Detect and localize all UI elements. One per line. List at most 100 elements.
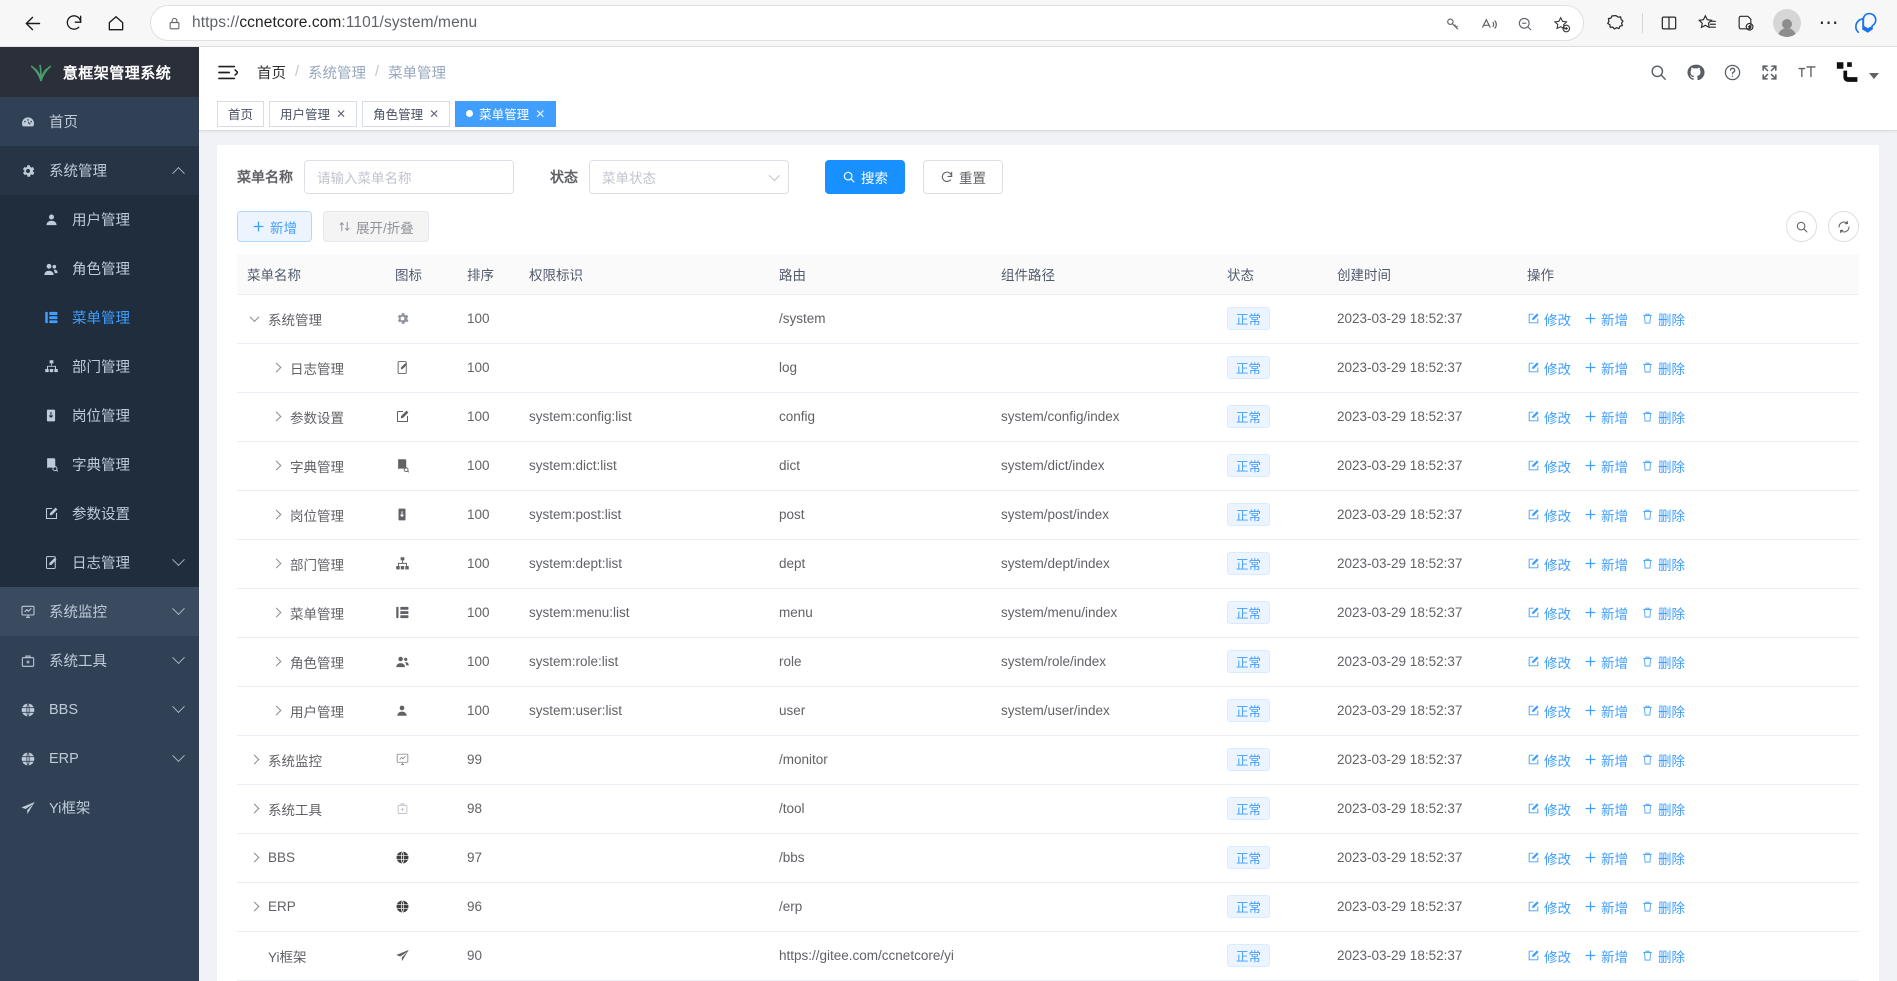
delete-row-button[interactable]: 删除 [1641, 358, 1685, 378]
expand-toggle-icon[interactable] [247, 803, 261, 814]
add-row-button[interactable]: 新增 [1584, 897, 1628, 917]
close-icon[interactable]: ✕ [429, 106, 440, 121]
sidebar-item-tool[interactable]: 系统工具 [0, 636, 199, 685]
tab-role-mgmt[interactable]: 角色管理 ✕ [362, 100, 451, 127]
add-row-button[interactable]: 新增 [1584, 652, 1628, 672]
collections-icon[interactable] [1729, 7, 1761, 39]
status-select[interactable]: 菜单状态 [589, 160, 789, 194]
table-row[interactable]: 日志管理 100 log 正常 2023-03-29 18:52:37 修改 新增 删除 [237, 343, 1859, 393]
table-row[interactable]: 岗位管理 100 system:post:list post system/post/i… [237, 490, 1859, 540]
table-row[interactable]: 系统监控 99/monitor 正常 2023-03-29 18:52:37 修改 新增 删… [237, 735, 1859, 785]
add-row-button[interactable]: 新增 [1584, 701, 1628, 721]
reset-button[interactable]: 重置 [923, 160, 1003, 194]
github-icon[interactable] [1686, 63, 1705, 82]
bing-copilot-icon[interactable] [1851, 7, 1883, 39]
add-row-button[interactable]: 新增 [1584, 799, 1628, 819]
split-screen-icon[interactable] [1653, 7, 1685, 39]
add-row-button[interactable]: 新增 [1584, 848, 1628, 868]
add-row-button[interactable]: 新增 [1584, 554, 1628, 574]
close-icon[interactable]: ✕ [535, 106, 546, 121]
edit-row-button[interactable]: 修改 [1527, 554, 1571, 574]
sidebar-item-user-mgmt[interactable]: 用户管理 [0, 195, 199, 244]
delete-row-button[interactable]: 删除 [1641, 456, 1685, 476]
edit-row-button[interactable]: 修改 [1527, 701, 1571, 721]
edit-row-button[interactable]: 修改 [1527, 456, 1571, 476]
add-row-button[interactable]: 新增 [1584, 309, 1628, 329]
home-icon[interactable] [98, 5, 134, 41]
close-icon[interactable]: ✕ [336, 106, 347, 121]
delete-row-button[interactable]: 删除 [1641, 407, 1685, 427]
delete-row-button[interactable]: 删除 [1641, 750, 1685, 770]
sidebar-item-home[interactable]: 首页 [0, 97, 199, 146]
edit-row-button[interactable]: 修改 [1527, 505, 1571, 525]
sidebar-item-log-mgmt[interactable]: 日志管理 [0, 538, 199, 587]
edit-row-button[interactable]: 修改 [1527, 848, 1571, 868]
table-row[interactable]: 系统工具 98/tool 正常 2023-03-29 18:52:37 修改 新增 删除 [237, 784, 1859, 834]
add-row-button[interactable]: 新增 [1584, 603, 1628, 623]
table-row[interactable]: 系统管理 100/system 正常 2023-03-29 18:52:37 修改 新增 删… [237, 294, 1859, 344]
tab-menu-mgmt[interactable]: 菜单管理 ✕ [455, 100, 557, 127]
font-size-icon[interactable] [1797, 63, 1817, 82]
table-row[interactable]: 菜单管理 100 system:menu:list menu system/menu/i… [237, 588, 1859, 638]
key-icon[interactable] [1437, 8, 1469, 40]
sidebar-item-monitor[interactable]: 系统监控 [0, 587, 199, 636]
table-row[interactable]: ERP 96/erp 正常 2023-03-29 18:52:37 修改 新增 删除 [237, 882, 1859, 932]
sidebar-item-role-mgmt[interactable]: 角色管理 [0, 244, 199, 293]
edit-row-button[interactable]: 修改 [1527, 652, 1571, 672]
zoom-out-icon[interactable] [1509, 8, 1541, 40]
delete-row-button[interactable]: 删除 [1641, 309, 1685, 329]
favorites-icon[interactable] [1691, 7, 1723, 39]
profile-avatar[interactable] [1773, 9, 1801, 37]
sidebar-item-dept-mgmt[interactable]: 部门管理 [0, 342, 199, 391]
sidebar-item-erp[interactable]: ERP [0, 734, 199, 783]
hamburger-icon[interactable] [217, 64, 239, 81]
add-button[interactable]: 新增 [237, 211, 312, 242]
sidebar-item-post-mgmt[interactable]: 岗位管理 [0, 391, 199, 440]
sidebar-logo[interactable]: 意框架管理系统 [0, 47, 199, 97]
sidebar-item-dict-mgmt[interactable]: 字典管理 [0, 440, 199, 489]
expand-toggle-icon[interactable] [269, 411, 283, 422]
chevron-down-icon[interactable] [1869, 73, 1879, 79]
back-arrow-icon[interactable] [14, 5, 50, 41]
search-button[interactable]: 搜索 [825, 160, 905, 194]
table-row[interactable]: 参数设置 100 system:config:list config system/co… [237, 392, 1859, 442]
delete-row-button[interactable]: 删除 [1641, 897, 1685, 917]
table-row[interactable]: BBS 97/bbs 正常 2023-03-29 18:52:37 修改 新增 删除 [237, 833, 1859, 883]
expand-toggle-icon[interactable] [247, 754, 261, 765]
edit-row-button[interactable]: 修改 [1527, 799, 1571, 819]
help-icon[interactable] [1723, 63, 1742, 82]
delete-row-button[interactable]: 删除 [1641, 848, 1685, 868]
edit-row-button[interactable]: 修改 [1527, 358, 1571, 378]
edit-row-button[interactable]: 修改 [1527, 946, 1571, 966]
edit-row-button[interactable]: 修改 [1527, 897, 1571, 917]
search-icon[interactable] [1649, 63, 1668, 82]
read-aloud-icon[interactable] [1473, 8, 1505, 40]
extensions-icon[interactable] [1600, 7, 1632, 39]
address-bar[interactable]: https://ccnetcore.com:1101/system/menu [150, 5, 1584, 41]
table-row[interactable]: 用户管理 100 system:user:list user system/user/i… [237, 686, 1859, 736]
add-row-button[interactable]: 新增 [1584, 750, 1628, 770]
edit-row-button[interactable]: 修改 [1527, 750, 1571, 770]
delete-row-button[interactable]: 删除 [1641, 946, 1685, 966]
edit-row-button[interactable]: 修改 [1527, 407, 1571, 427]
delete-row-button[interactable]: 删除 [1641, 603, 1685, 623]
yi-brand-logo[interactable] [1835, 60, 1879, 85]
breadcrumb-item-home[interactable]: 首页 [257, 65, 286, 82]
toggle-search-icon[interactable] [1786, 211, 1817, 242]
delete-row-button[interactable]: 删除 [1641, 701, 1685, 721]
sidebar-item-bbs[interactable]: BBS [0, 685, 199, 734]
expand-toggle-icon[interactable] [247, 852, 261, 863]
sidebar-item-menu-mgmt[interactable]: 菜单管理 [0, 293, 199, 342]
tab-home[interactable]: 首页 [217, 100, 265, 127]
expand-toggle-icon[interactable] [247, 312, 261, 323]
add-row-button[interactable]: 新增 [1584, 946, 1628, 966]
sidebar-item-yi-framework[interactable]: Yi框架 [0, 783, 199, 832]
expand-toggle-icon[interactable] [269, 460, 283, 471]
fullscreen-icon[interactable] [1760, 63, 1779, 82]
expand-collapse-button[interactable]: 展开/折叠 [323, 211, 429, 242]
expand-toggle-icon[interactable] [269, 705, 283, 716]
edit-row-button[interactable]: 修改 [1527, 309, 1571, 329]
add-favorite-icon[interactable] [1545, 8, 1577, 40]
sidebar-item-system[interactable]: 系统管理 [0, 146, 199, 195]
table-row[interactable]: 角色管理 100 system:role:list role system/role/i… [237, 637, 1859, 687]
